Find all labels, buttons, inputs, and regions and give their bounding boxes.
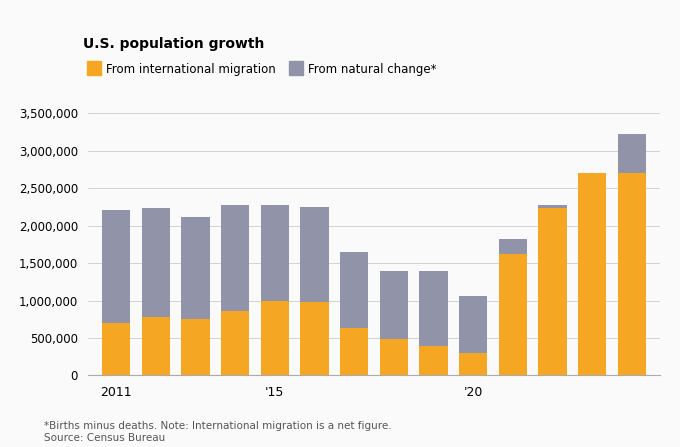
Bar bbox=[300, 207, 328, 302]
Bar bbox=[340, 328, 369, 375]
Bar bbox=[221, 205, 250, 311]
Bar bbox=[181, 319, 209, 375]
Legend: From international migration, From natural change*: From international migration, From natur… bbox=[88, 63, 437, 76]
Bar bbox=[260, 300, 289, 375]
Bar bbox=[181, 217, 209, 319]
Text: *Births minus deaths. Note: International migration is a net figure.
Source: Cen: *Births minus deaths. Note: Internationa… bbox=[44, 421, 392, 443]
Bar bbox=[300, 302, 328, 375]
Bar bbox=[498, 254, 527, 375]
Bar bbox=[102, 210, 131, 323]
Bar bbox=[459, 296, 488, 353]
Bar bbox=[141, 208, 170, 317]
Bar bbox=[419, 270, 447, 346]
Bar bbox=[102, 323, 131, 375]
Bar bbox=[141, 317, 170, 375]
Bar bbox=[617, 134, 646, 173]
Bar bbox=[538, 208, 566, 375]
Bar bbox=[379, 271, 408, 339]
Bar bbox=[578, 173, 607, 375]
Bar bbox=[498, 239, 527, 254]
Bar bbox=[617, 173, 646, 375]
Bar bbox=[379, 339, 408, 375]
Bar bbox=[221, 311, 250, 375]
Bar bbox=[260, 205, 289, 300]
Bar bbox=[340, 252, 369, 328]
Bar bbox=[419, 346, 447, 375]
Bar bbox=[538, 205, 566, 208]
Bar bbox=[459, 353, 488, 375]
Text: U.S. population growth: U.S. population growth bbox=[83, 38, 264, 51]
